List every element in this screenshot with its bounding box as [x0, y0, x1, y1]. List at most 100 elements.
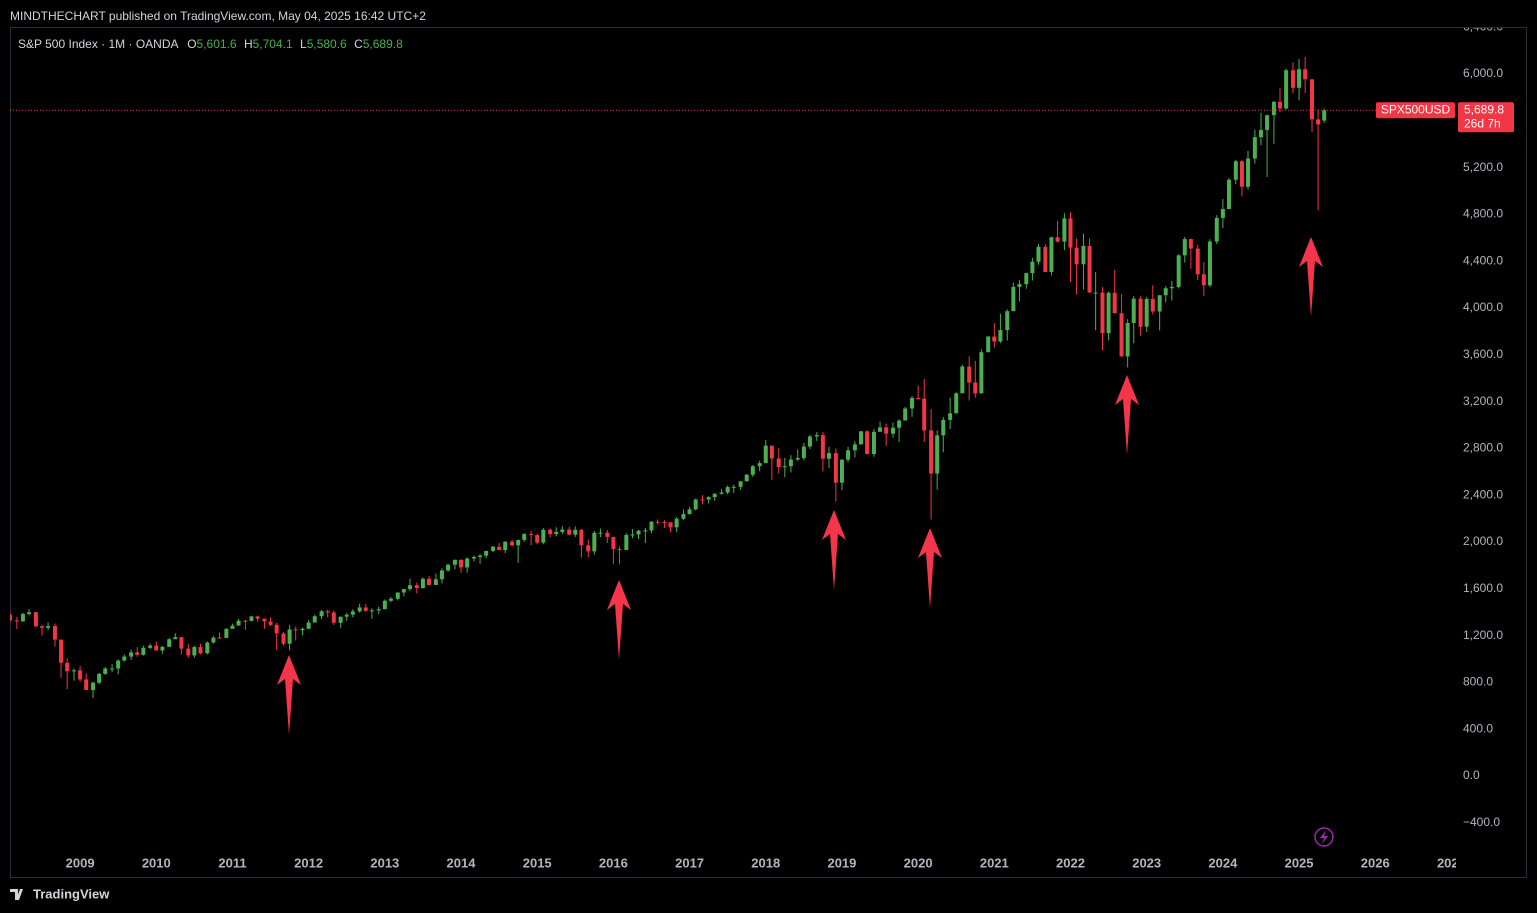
x-tick-label: 2011 [218, 855, 246, 870]
candle-body [1125, 322, 1130, 357]
candle-body [967, 366, 972, 383]
candle-body [262, 618, 267, 622]
candle-body [750, 466, 755, 475]
y-tick-label: 3,200.0 [1463, 394, 1503, 408]
x-tick-label: 2013 [370, 855, 399, 870]
candle-body [427, 578, 432, 585]
candle-body [338, 616, 343, 623]
candle-body [363, 607, 368, 611]
candle-body [1226, 179, 1231, 210]
candle-body [960, 366, 965, 394]
candle-body [52, 626, 57, 640]
candle-body [78, 670, 83, 680]
candle-body [312, 616, 317, 623]
candle-body [1017, 284, 1022, 287]
candle-body [712, 493, 717, 498]
ohlc-value: 5,689.8 [363, 37, 403, 51]
candle-body [459, 559, 464, 568]
candle-body [452, 559, 457, 565]
candle-body [401, 589, 406, 593]
annotations [277, 237, 1323, 735]
candle-body [992, 336, 997, 342]
plot-area [10, 56, 1456, 699]
candle-body [687, 509, 692, 515]
candle-body [846, 450, 851, 460]
candle-body [1316, 119, 1321, 125]
footer-logo[interactable]: TradingView [10, 886, 110, 901]
candle-body [1201, 274, 1206, 286]
candle-body [39, 626, 44, 628]
candle-body [522, 534, 527, 540]
candle-body [446, 564, 451, 571]
candle-body [1011, 286, 1016, 312]
arrow [1299, 237, 1323, 317]
candle-body [858, 431, 863, 445]
candle-body [782, 466, 787, 468]
candle-body [319, 611, 324, 617]
y-tick-label: 4,000.0 [1463, 300, 1503, 314]
candle-body [1290, 70, 1295, 88]
candle-body [1043, 246, 1048, 272]
candle-body [1112, 292, 1117, 314]
candle-body [884, 427, 889, 434]
candle-body [560, 529, 565, 532]
candle-body [693, 499, 698, 510]
x-tick-label: 2012 [294, 855, 323, 870]
x-tick-label: 2026 [1361, 855, 1390, 870]
candle-body [1087, 245, 1092, 293]
candle-body [706, 497, 711, 500]
candle-body [1169, 286, 1174, 289]
y-tick-label: 6,400.0 [1463, 19, 1503, 33]
candle-body [1030, 261, 1035, 274]
candle-body [1182, 239, 1187, 256]
candle-body [839, 459, 844, 483]
candle-body [1106, 292, 1111, 334]
x-tick-label: 2025 [1285, 855, 1314, 870]
candle-body [407, 585, 412, 590]
ohlc-key: C [354, 37, 363, 51]
candle-body [1188, 239, 1193, 249]
candle-body [1214, 217, 1219, 242]
candle-body [1258, 129, 1263, 138]
candle-body [1068, 218, 1073, 248]
alert-icon[interactable] [1314, 827, 1334, 847]
candle-body [357, 607, 362, 612]
candle-body [662, 522, 667, 524]
candle-body [929, 430, 934, 474]
price-tag-value: 5,689.8 [1464, 102, 1504, 116]
candle-body [1271, 101, 1276, 116]
candle-body [548, 529, 553, 535]
candle-body [497, 546, 502, 551]
candle-body [700, 499, 705, 501]
price-tag-countdown: 26d 7h [1464, 116, 1501, 130]
candle-body [630, 534, 635, 536]
candle-body [1100, 292, 1105, 334]
candle-body [439, 570, 444, 580]
candle-body [331, 612, 336, 623]
candle-body [986, 336, 991, 353]
x-tick-label: 2016 [599, 855, 628, 870]
candle-body [998, 330, 1003, 342]
candle-body [954, 393, 959, 414]
y-tick-label: 1,600.0 [1463, 581, 1503, 595]
candle-body [1157, 295, 1162, 312]
x-tick-label: 2014 [447, 855, 477, 870]
candle-body [865, 431, 870, 455]
candle-body [1310, 79, 1315, 120]
candle-body [1074, 247, 1079, 265]
x-tick-label: 2015 [523, 855, 552, 870]
candle-body [1233, 161, 1238, 180]
candle-body [1284, 70, 1289, 109]
candle-body [554, 531, 559, 535]
ohlc-key: H [244, 37, 253, 51]
candle-body [135, 652, 140, 655]
candle-body [611, 536, 616, 550]
candle-body [46, 626, 51, 628]
candle-body [274, 624, 279, 634]
candle-body [230, 625, 235, 629]
candle-body [567, 529, 572, 535]
price-tag-bg [1458, 102, 1514, 133]
y-tick-label: 2,800.0 [1463, 441, 1503, 455]
candle-body [141, 647, 146, 655]
